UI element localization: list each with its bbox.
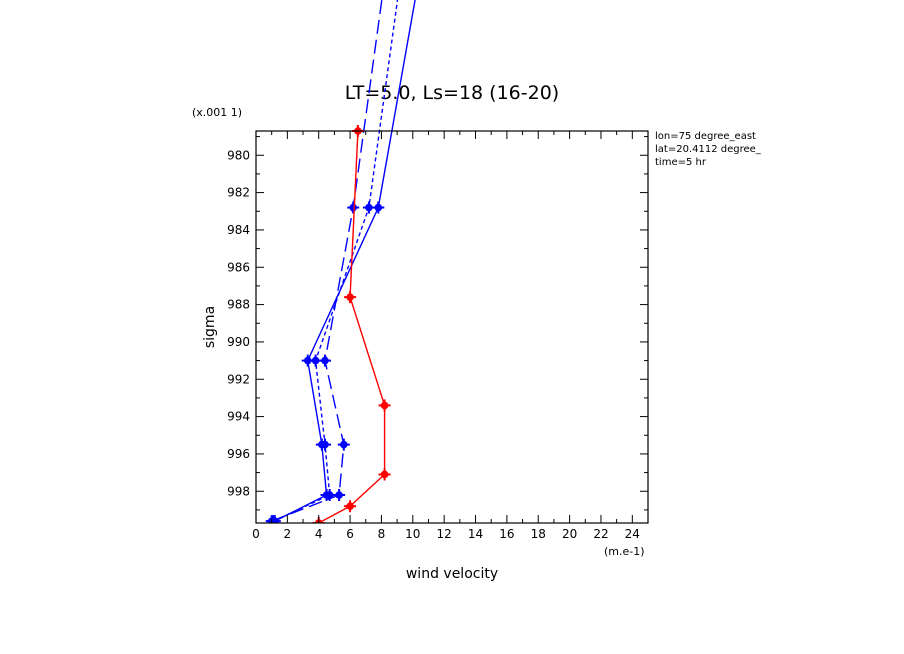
x-tick-label: 16 bbox=[499, 527, 514, 541]
y-tick-label: 988 bbox=[227, 298, 250, 312]
y-tick-label: 996 bbox=[227, 447, 250, 461]
series-line-1 bbox=[271, 0, 383, 522]
y-tick-label: 992 bbox=[227, 372, 250, 386]
y-tick-label: 980 bbox=[227, 148, 250, 162]
x-axis-label: wind velocity bbox=[406, 566, 498, 582]
x-tick-label: 4 bbox=[315, 527, 323, 541]
y-axis-label: sigma bbox=[202, 306, 218, 348]
y-tick-label: 986 bbox=[227, 260, 250, 274]
y-tick-label: 982 bbox=[227, 186, 250, 200]
data-point bbox=[337, 438, 350, 451]
x-tick-label: 2 bbox=[284, 527, 292, 541]
y-scale-note: (x.001 1) bbox=[192, 106, 242, 119]
series-line-3 bbox=[318, 130, 386, 523]
y-tick-label: 998 bbox=[227, 484, 250, 498]
plot-frame bbox=[255, 130, 649, 524]
annotation-lat: lat=20.4112 degree_ bbox=[655, 144, 762, 155]
data-point bbox=[323, 489, 336, 501]
data-point bbox=[267, 515, 280, 523]
y-tick-label: 990 bbox=[227, 335, 250, 349]
data-point bbox=[309, 354, 322, 367]
data-point bbox=[318, 438, 331, 451]
data-point bbox=[378, 468, 391, 481]
x-tick-label: 0 bbox=[252, 527, 260, 541]
series-line-2 bbox=[272, 0, 399, 522]
x-tick-label: 12 bbox=[437, 527, 452, 541]
x-tick-label: 22 bbox=[593, 527, 608, 541]
series-line-0 bbox=[274, 0, 416, 522]
annotation-lon: lon=75 degree_east bbox=[655, 131, 756, 142]
x-tick-label: 14 bbox=[468, 527, 483, 541]
data-point bbox=[378, 399, 391, 412]
x-tick-label: 20 bbox=[562, 527, 577, 541]
x-tick-label: 18 bbox=[531, 527, 546, 541]
y-tick-label: 994 bbox=[227, 410, 250, 424]
x-tick-label: 8 bbox=[378, 527, 386, 541]
annotation-time: time=5 hr bbox=[655, 157, 707, 168]
data-point bbox=[347, 201, 360, 214]
x-tick-label: 24 bbox=[625, 527, 640, 541]
x-tick-label: 10 bbox=[405, 527, 420, 541]
x-tick-label: 6 bbox=[346, 527, 354, 541]
x-unit-label: (m.e-1) bbox=[604, 545, 645, 558]
data-point bbox=[344, 291, 357, 304]
data-point bbox=[362, 201, 375, 214]
data-point bbox=[344, 500, 357, 513]
series-layer bbox=[265, 0, 416, 523]
y-tick-label: 984 bbox=[227, 223, 250, 237]
chart-title: LT=5.0, Ls=18 (16-20) bbox=[345, 82, 559, 104]
ticks-layer: 0 2 4 6 8 10 12 14 16 18 20 22 249809829849869889909… bbox=[227, 131, 648, 541]
